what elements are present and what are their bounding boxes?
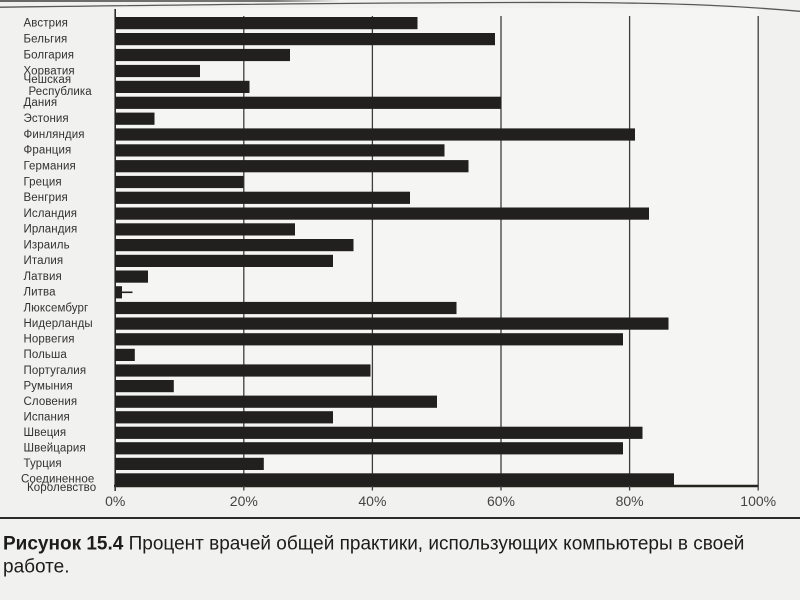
svg-text:Республика: Республика (29, 86, 93, 98)
svg-text:Исландия: Исландия (24, 208, 78, 220)
svg-text:40%: 40% (358, 493, 386, 509)
svg-text:Израиль: Израиль (24, 239, 70, 251)
svg-text:Франция: Франция (24, 145, 72, 157)
svg-text:Рисунок 15.4 Процент врачей об: Рисунок 15.4 Процент врачей общей практи… (3, 534, 744, 555)
svg-text:Швейцария: Швейцария (24, 443, 86, 455)
svg-text:Литва: Литва (24, 287, 57, 299)
svg-text:80%: 80% (616, 493, 644, 509)
svg-text:Польша: Польша (24, 349, 68, 361)
svg-text:0%: 0% (105, 493, 125, 509)
svg-text:Люксембург: Люксембург (24, 302, 89, 314)
svg-text:Австрия: Австрия (24, 17, 68, 29)
svg-text:Германия: Германия (24, 161, 76, 173)
svg-text:Нидерланды: Нидерланды (24, 318, 93, 330)
svg-text:Бельгия: Бельгия (24, 33, 68, 45)
svg-text:Испания: Испания (24, 412, 70, 424)
svg-text:Королевство: Королевство (27, 482, 96, 494)
svg-text:Хорватия: Хорватия (24, 65, 75, 77)
svg-text:Португалия: Португалия (24, 365, 87, 377)
svg-text:Венгрия: Венгрия (24, 192, 68, 204)
svg-text:работе.: работе. (3, 557, 70, 578)
svg-text:Турция: Турция (24, 458, 62, 470)
svg-text:Словения: Словения (24, 396, 78, 408)
svg-text:60%: 60% (487, 493, 515, 509)
svg-text:Латвия: Латвия (24, 271, 62, 283)
svg-text:Норвегия: Норвегия (24, 334, 75, 346)
svg-text:Ирландия: Ирландия (24, 224, 78, 236)
svg-text:Эстония: Эстония (24, 113, 69, 125)
svg-text:Румыния: Румыния (24, 380, 73, 392)
svg-text:100%: 100% (740, 493, 776, 509)
svg-text:Италия: Италия (24, 255, 64, 267)
svg-text:20%: 20% (230, 493, 258, 509)
svg-text:Финляндия: Финляндия (24, 129, 85, 141)
svg-text:Дания: Дания (24, 97, 58, 109)
svg-text:Чешская: Чешская (24, 74, 72, 86)
svg-text:Соединенное: Соединенное (21, 474, 94, 486)
svg-text:Греция: Греция (24, 176, 62, 188)
svg-text:Болгария: Болгария (24, 49, 75, 61)
svg-text:Швеция: Швеция (24, 427, 67, 439)
